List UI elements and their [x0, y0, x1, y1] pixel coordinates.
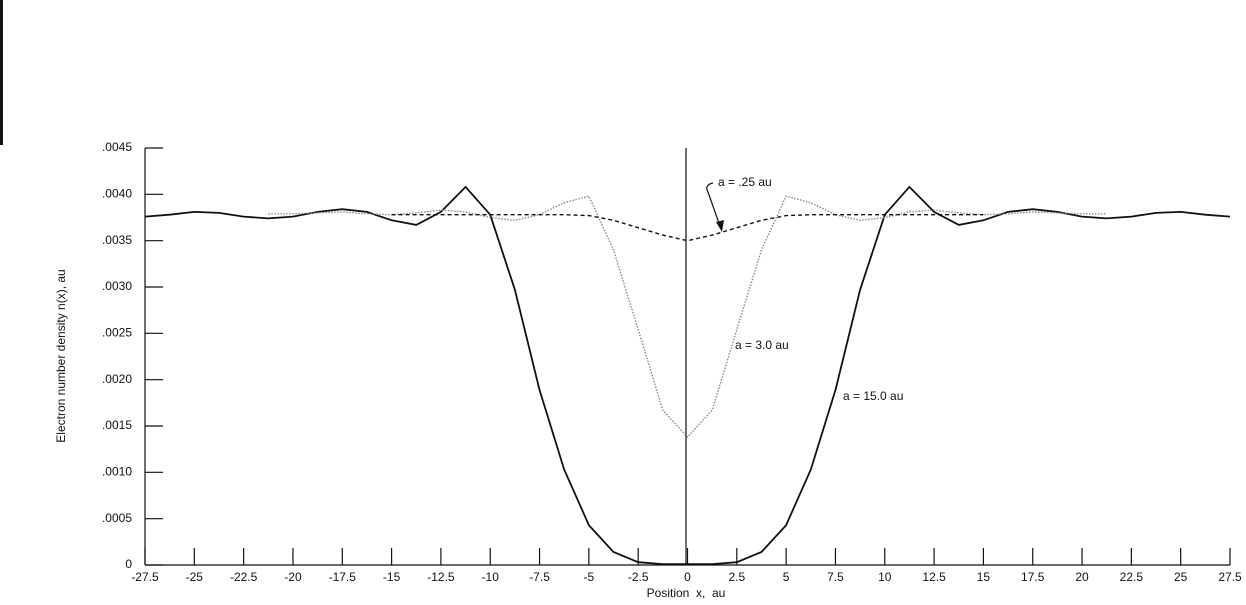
x-tick-label: -10: [482, 570, 500, 584]
x-tick-label: -15: [383, 570, 401, 584]
x-tick-label: -2.5: [628, 570, 649, 584]
x-tick-label: -27.5: [131, 570, 159, 584]
y-tick-label: .0010: [102, 465, 132, 479]
x-tick-label: -5: [584, 570, 595, 584]
y-tick-label: .0015: [102, 418, 132, 432]
annotation-arrow: [706, 182, 721, 227]
x-tick-label: 25: [1174, 570, 1188, 584]
y-tick-label: .0005: [102, 511, 132, 525]
x-axis-title: Position x, au: [647, 586, 726, 600]
x-tick-label: 17.5: [1021, 570, 1045, 584]
x-tick-label: 15: [977, 570, 991, 584]
x-tick-label: -22.5: [230, 570, 258, 584]
x-tick-label: -12.5: [427, 570, 455, 584]
x-tick-label: -25: [186, 570, 204, 584]
series-line: [391, 214, 984, 242]
series-line: [144, 185, 1231, 565]
series-label: a = 3.0 au: [735, 338, 789, 352]
y-tick-label: .0030: [102, 279, 132, 293]
x-tick-label: 12.5: [922, 570, 946, 584]
x-tick-label: 10: [878, 570, 892, 584]
x-tick-label: -20: [284, 570, 302, 584]
x-tick-label: 7.5: [827, 570, 844, 584]
x-tick-label: -7.5: [529, 570, 550, 584]
x-tick-label: 27.5: [1218, 570, 1242, 584]
y-tick-label: 0: [125, 557, 132, 571]
scan-edge: [0, 0, 3, 145]
y-axis-title: Electron number density n(x), au: [54, 269, 68, 442]
y-tick-label: .0035: [102, 233, 132, 247]
y-tick-label: .0045: [102, 140, 132, 154]
series-line: [268, 195, 1107, 439]
series-label: a = .25 au: [718, 175, 772, 189]
x-tick-label: 5: [783, 570, 790, 584]
x-tick-label: -17.5: [329, 570, 357, 584]
x-tick-label: 0: [684, 570, 691, 584]
x-tick-label: 20: [1075, 570, 1089, 584]
arrow-head: [716, 220, 724, 232]
y-tick-label: .0025: [102, 326, 132, 340]
y-tick-label: .0040: [102, 187, 132, 201]
x-tick-label: 2.5: [728, 570, 745, 584]
y-tick-label: .0020: [102, 372, 132, 386]
x-tick-label: 22.5: [1120, 570, 1144, 584]
series-label: a = 15.0 au: [843, 389, 903, 403]
